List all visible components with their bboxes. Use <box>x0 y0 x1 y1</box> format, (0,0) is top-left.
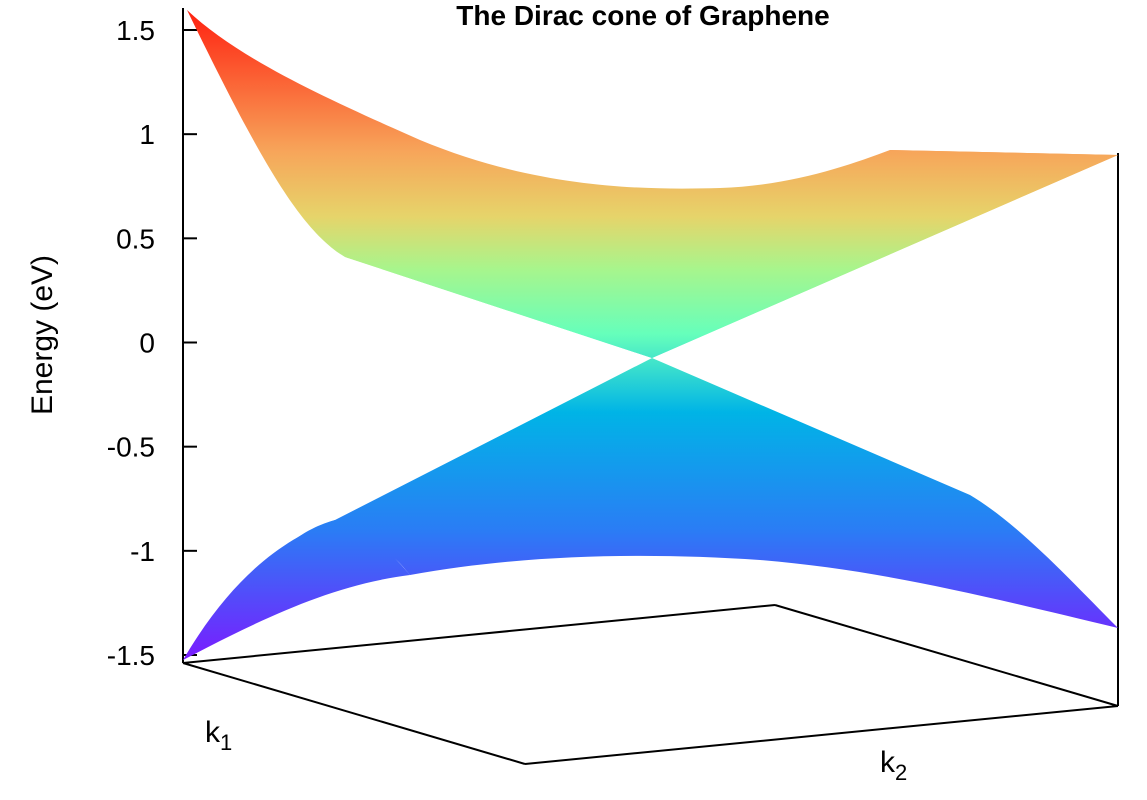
k1-label-subscript: 1 <box>220 730 232 755</box>
k2-label-base: k <box>880 746 896 779</box>
z-tick-label-5: -1 <box>130 536 155 567</box>
base-edge-front-right <box>524 705 1119 765</box>
conduction-band-front-sheet <box>345 155 1118 358</box>
z-tick-label-3: 0 <box>139 328 155 359</box>
z-tick-label-6: -1.5 <box>107 640 155 671</box>
valence-band-main-sheet <box>183 358 1118 660</box>
base-edge-back-right <box>774 604 1119 707</box>
base-edge-front-left <box>182 662 526 765</box>
base-edge-back-left <box>182 604 776 664</box>
conduction-band-right-fold <box>890 150 1118 183</box>
z-axis-label: Energy (eV) <box>26 255 59 415</box>
z-tick-label-0: 1.5 <box>116 15 155 46</box>
k2-label-subscript: 2 <box>895 760 907 785</box>
chart-title: The Dirac cone of Graphene <box>456 0 829 31</box>
k1-label-base: k <box>205 716 221 749</box>
z-axis-ticks: 1.5 1 0.5 0 -0.5 -1 -1.5 <box>107 15 197 671</box>
valence-band-left-lip <box>183 520 410 660</box>
conduction-band-surface <box>187 10 1118 358</box>
z-tick-label-2: 0.5 <box>116 223 155 254</box>
k1-axis-label: k1 <box>205 716 232 755</box>
z-tick-label-4: -0.5 <box>107 432 155 463</box>
valence-band-surface <box>183 358 1118 660</box>
k2-axis-label: k2 <box>880 746 907 785</box>
z-tick-label-1: 1 <box>139 119 155 150</box>
